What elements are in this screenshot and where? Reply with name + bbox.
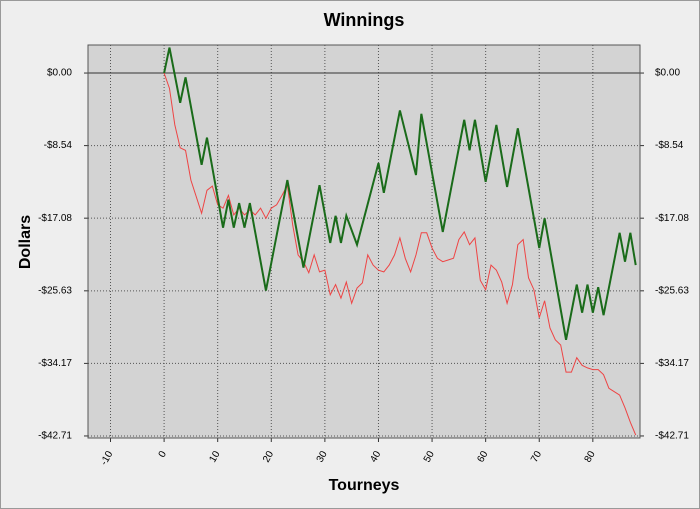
y2-tick-label: -$34.17 <box>655 358 689 369</box>
series-line <box>163 47 637 341</box>
x-tick-label: 10 <box>207 449 222 465</box>
y-tick-label: -$34.17 <box>38 358 72 369</box>
y-tick-label: -$25.63 <box>38 285 72 296</box>
x-tick-label: 20 <box>261 449 276 465</box>
y-tick-label: -$42.71 <box>38 431 72 442</box>
x-tick-label: 60 <box>475 449 490 465</box>
x-tick-label: 0 <box>157 449 170 460</box>
chart-title: Winnings <box>324 10 405 30</box>
y-tick-label: $0.00 <box>47 68 72 79</box>
y-tick-label: -$8.54 <box>44 140 73 151</box>
y2-tick-label: -$42.71 <box>655 431 689 442</box>
plot-area <box>88 45 640 438</box>
y2-tick-label: -$8.54 <box>655 140 684 151</box>
x-tick-label: 70 <box>529 449 544 465</box>
x-tick-label: 40 <box>368 449 383 465</box>
y2-tick-label: -$17.08 <box>655 213 689 224</box>
y2-tick-label: -$25.63 <box>655 285 689 296</box>
x-tick-label: 30 <box>315 449 330 465</box>
y2-tick-label: $0.00 <box>655 68 680 79</box>
x-tick-label: 50 <box>422 449 437 465</box>
y-axis-label: Dollars <box>17 215 34 269</box>
x-axis-label: Tourneys <box>329 477 400 494</box>
x-tick-label: 80 <box>583 449 598 465</box>
y-tick-label: -$17.08 <box>38 213 72 224</box>
plot-border <box>87 44 641 439</box>
